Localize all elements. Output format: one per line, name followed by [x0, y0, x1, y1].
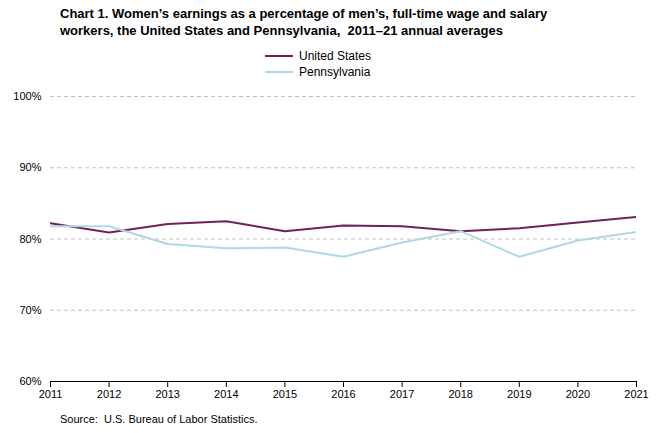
svg-text:2017: 2017 — [390, 388, 414, 400]
svg-text:60%: 60% — [19, 375, 41, 387]
svg-text:2016: 2016 — [331, 388, 355, 400]
svg-text:2021: 2021 — [624, 388, 648, 400]
svg-text:2013: 2013 — [155, 388, 179, 400]
svg-text:2019: 2019 — [507, 388, 531, 400]
svg-text:2018: 2018 — [448, 388, 472, 400]
svg-text:2011: 2011 — [39, 388, 63, 400]
svg-text:80%: 80% — [19, 232, 41, 244]
html-text:Chart 1. Women’s earnings as a: Chart 1. Women’s earnings as a percentag… — [60, 6, 548, 38]
html-text:United States: United States — [299, 48, 371, 63]
svg-text:2014: 2014 — [214, 388, 238, 400]
svg-text:2015: 2015 — [273, 388, 297, 400]
html-text:Pennsylvania: Pennsylvania — [299, 64, 371, 79]
svg-text:90%: 90% — [19, 161, 41, 173]
html-text:Source: U.S. Bureau of Labor S: Source: U.S. Bureau of Labor Statistics. — [60, 412, 258, 425]
svg-text:2020: 2020 — [566, 388, 590, 400]
svg-text:100%: 100% — [13, 90, 41, 102]
svg-text:70%: 70% — [19, 304, 41, 316]
svg-text:2012: 2012 — [97, 388, 121, 400]
